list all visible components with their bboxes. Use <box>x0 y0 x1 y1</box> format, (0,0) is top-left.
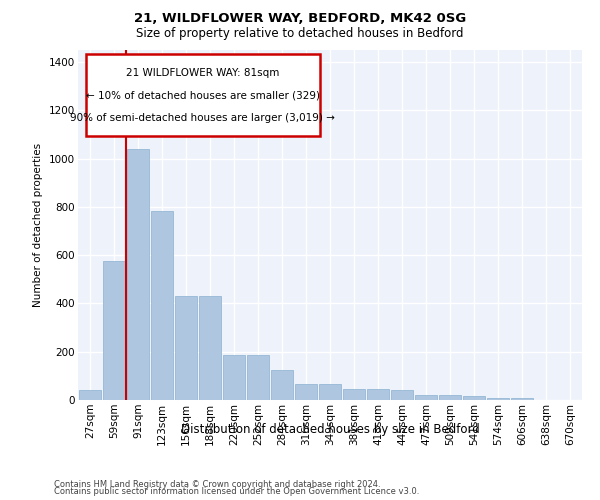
Bar <box>151 210 173 400</box>
Bar <box>127 149 149 400</box>
Text: Contains HM Land Registry data © Crown copyright and database right 2024.: Contains HM Land Registry data © Crown c… <box>54 480 380 489</box>
Bar <box>79 390 101 400</box>
Text: 21, WILDFLOWER WAY, BEDFORD, MK42 0SG: 21, WILDFLOWER WAY, BEDFORD, MK42 0SG <box>134 12 466 26</box>
Text: Contains public sector information licensed under the Open Government Licence v3: Contains public sector information licen… <box>54 487 419 496</box>
Bar <box>175 296 197 400</box>
Bar <box>511 398 533 400</box>
Bar <box>319 384 341 400</box>
Bar <box>391 390 413 400</box>
Bar <box>463 396 485 400</box>
Bar <box>223 356 245 400</box>
Bar <box>199 296 221 400</box>
Bar <box>487 398 509 400</box>
Bar <box>295 384 317 400</box>
Bar <box>343 389 365 400</box>
Text: Distribution of detached houses by size in Bedford: Distribution of detached houses by size … <box>181 422 479 436</box>
Bar <box>439 394 461 400</box>
Text: 90% of semi-detached houses are larger (3,019) →: 90% of semi-detached houses are larger (… <box>70 113 335 123</box>
Bar <box>247 356 269 400</box>
Bar <box>271 370 293 400</box>
Text: Size of property relative to detached houses in Bedford: Size of property relative to detached ho… <box>136 28 464 40</box>
Bar <box>415 394 437 400</box>
Bar <box>367 389 389 400</box>
Y-axis label: Number of detached properties: Number of detached properties <box>34 143 43 307</box>
Text: 21 WILDFLOWER WAY: 81sqm: 21 WILDFLOWER WAY: 81sqm <box>126 68 280 78</box>
Bar <box>103 261 125 400</box>
Text: ← 10% of detached houses are smaller (329): ← 10% of detached houses are smaller (32… <box>86 90 320 101</box>
FancyBboxPatch shape <box>86 54 320 136</box>
